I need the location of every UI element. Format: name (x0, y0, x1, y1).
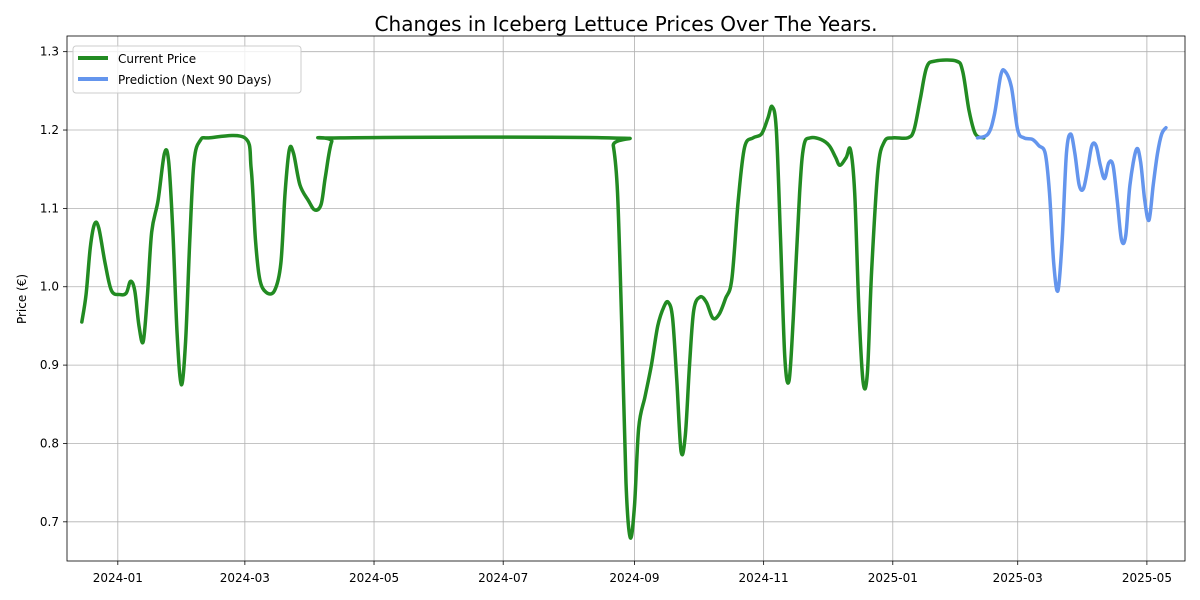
x-tick-label: 2024-01 (93, 571, 143, 585)
y-tick-label: 1.3 (40, 45, 59, 59)
y-tick-label: 0.8 (40, 436, 59, 450)
legend: Current Price Prediction (Next 90 Days) (72, 45, 302, 94)
x-tick-label: 2025-03 (993, 571, 1043, 585)
y-tick-label: 0.9 (40, 358, 59, 372)
legend-label-prediction: Prediction (Next 90 Days) (118, 73, 272, 87)
x-tick-label: 2025-05 (1122, 571, 1172, 585)
x-tick-label: 2024-09 (609, 571, 659, 585)
y-axis: 0.7 0.8 0.9 1.0 1.1 1.2 1.3 (40, 45, 67, 529)
y-tick-label: 1.0 (40, 280, 59, 294)
x-tick-label: 2024-03 (220, 571, 270, 585)
y-tick-label: 1.2 (40, 123, 59, 137)
chart-title: Changes in Iceberg Lettuce Prices Over T… (375, 12, 878, 36)
grid (67, 36, 1185, 561)
legend-label-current: Current Price (118, 52, 196, 66)
series-line-current-price (80, 58, 986, 540)
x-tick-label: 2025-01 (868, 571, 918, 585)
series-line-prediction (975, 68, 1168, 294)
x-axis: 2024-01 2024-03 2024-05 2024-07 2024-09 2024-… (93, 561, 1172, 585)
plot-frame (66, 35, 1186, 562)
x-tick-label: 2024-11 (739, 571, 789, 585)
x-tick-label: 2024-05 (349, 571, 399, 585)
y-axis-label: Price (€) (15, 274, 29, 324)
y-tick-label: 0.7 (40, 515, 59, 529)
series-layer (80, 58, 1168, 540)
x-tick-label: 2024-07 (478, 571, 528, 585)
y-tick-label: 1.1 (40, 201, 59, 215)
legend-box (72, 45, 302, 94)
